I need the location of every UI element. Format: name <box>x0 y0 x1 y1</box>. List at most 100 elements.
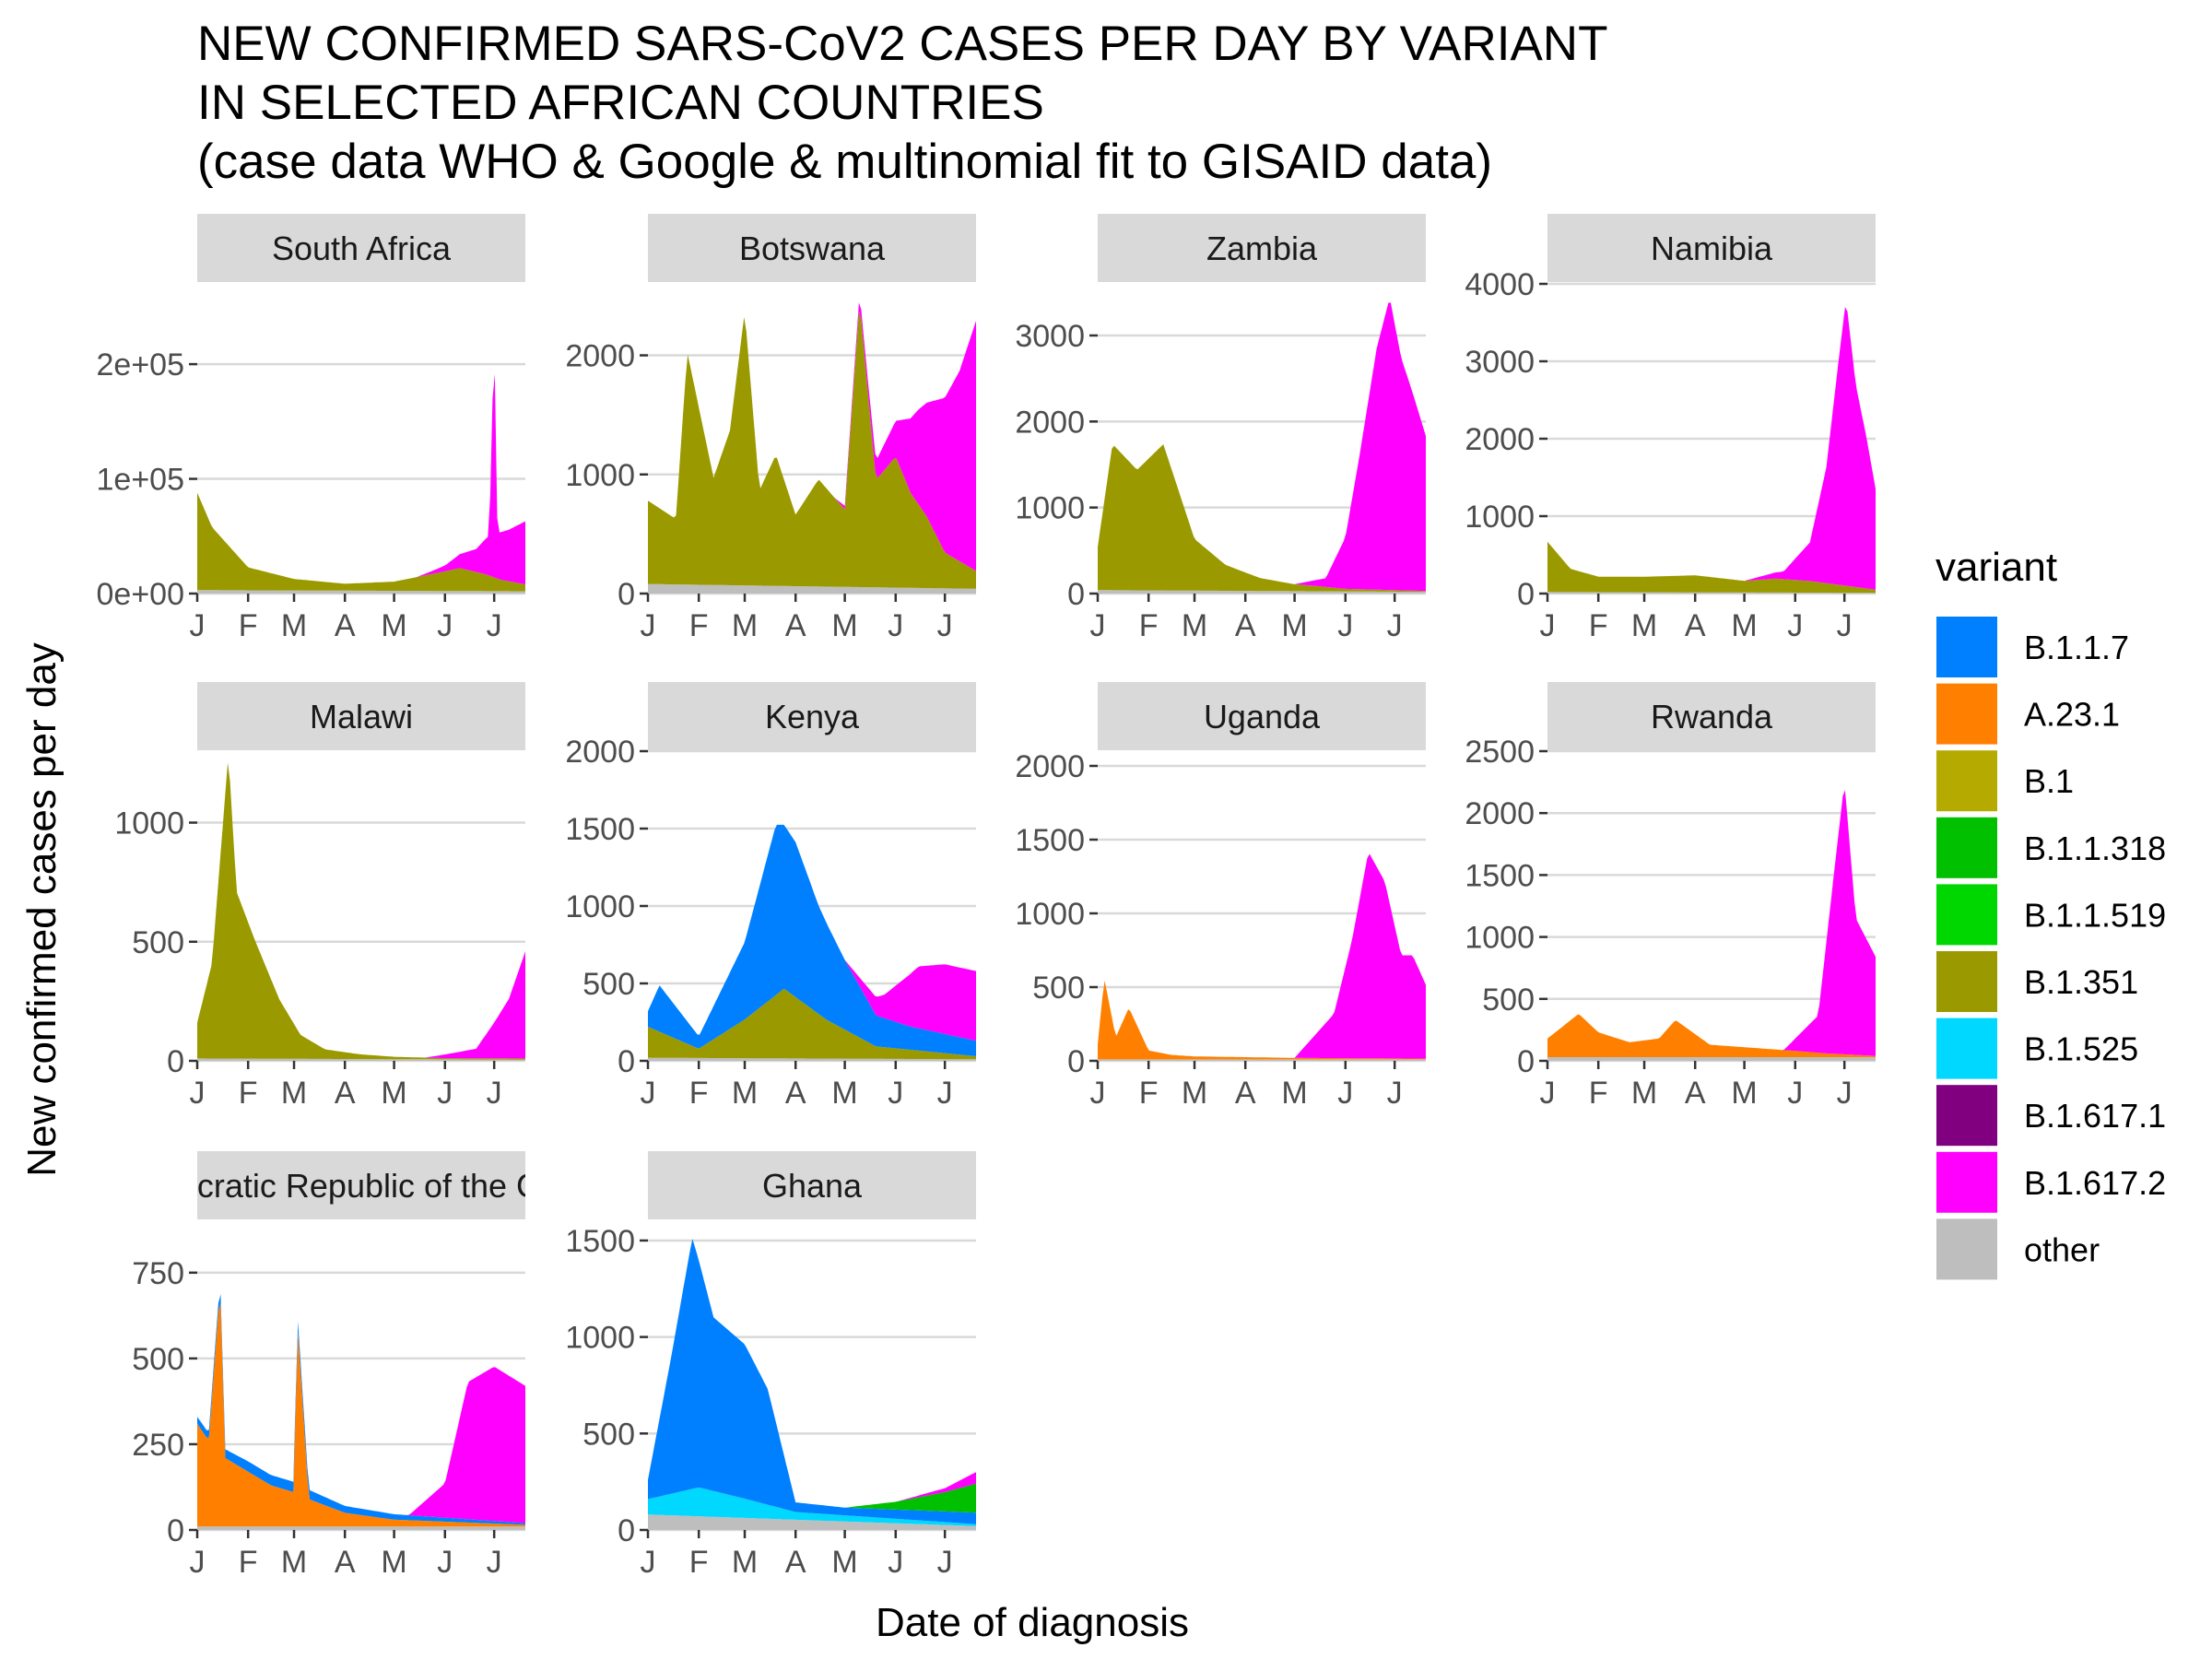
x-tick-label-south-africa-5: J <box>437 608 453 643</box>
y-tick-label-uganda-3: 1500 <box>1015 823 1085 858</box>
legend-swatch-b-1 <box>1936 750 1997 812</box>
area-namibia-b-1-351 <box>1547 541 1876 594</box>
chart-title-line-2: IN SELECTED AFRICAN COUNTRIES <box>197 76 1044 130</box>
y-tick-label-malawi-0: 0 <box>167 1044 184 1079</box>
area-ghana-other <box>648 1514 976 1530</box>
x-tick-label-south-africa-0: J <box>190 608 206 643</box>
x-tick-label-ghana-6: J <box>937 1545 953 1580</box>
x-tick-label-democratic-republic-of-the-congo-3: A <box>335 1545 356 1580</box>
area-kenya-b-1-1-7 <box>648 824 976 1056</box>
y-tick-label-rwanda-2: 1000 <box>1465 921 1535 956</box>
x-tick-label-kenya-3: A <box>785 1076 806 1111</box>
y-tick-label-zambia-3: 3000 <box>1015 319 1085 354</box>
x-tick-label-ghana-1: F <box>689 1545 709 1580</box>
x-tick-label-botswana-3: A <box>785 608 806 643</box>
y-tick-label-kenya-3: 1500 <box>565 812 635 847</box>
x-tick-label-democratic-republic-of-the-congo-2: M <box>281 1545 307 1580</box>
area-uganda-other <box>1098 1059 1426 1061</box>
area-democratic-republic-of-the-congo-other <box>197 1526 525 1530</box>
x-tick-label-zambia-4: M <box>1281 608 1307 643</box>
strip-label-uganda: Uganda <box>1204 698 1321 735</box>
area-ghana-b-1-525 <box>648 1488 976 1526</box>
areas-uganda <box>1098 853 1426 1061</box>
legend-swatch-a-23-1 <box>1936 683 1997 745</box>
areas-democratic-republic-of-the-congo <box>197 1294 525 1530</box>
strip-label-namibia: Namibia <box>1651 229 1773 267</box>
areas-kenya <box>648 824 976 1061</box>
y-tick-label-botswana-2: 2000 <box>565 339 635 374</box>
x-tick-label-uganda-2: M <box>1182 1076 1207 1111</box>
y-tick-label-kenya-0: 0 <box>618 1044 635 1079</box>
area-democratic-republic-of-the-congo-a-23-1 <box>197 1302 525 1527</box>
x-tick-label-zambia-6: J <box>1387 608 1403 643</box>
area-kenya-b-1-617-2 <box>648 824 976 1041</box>
y-tick-label-namibia-4: 4000 <box>1465 267 1535 302</box>
x-tick-label-rwanda-2: M <box>1631 1076 1657 1111</box>
area-ghana-b-1-1-7 <box>648 1239 976 1524</box>
y-tick-label-botswana-1: 1000 <box>565 458 635 493</box>
x-tick-label-botswana-1: F <box>689 608 709 643</box>
y-tick-label-kenya-2: 1000 <box>565 889 635 924</box>
strip-south-africa <box>197 214 525 282</box>
x-tick-label-malawi-6: J <box>487 1076 502 1111</box>
x-tick-label-zambia-1: F <box>1139 608 1159 643</box>
areas-rwanda <box>1547 790 1876 1061</box>
strip-namibia <box>1547 214 1876 282</box>
legend-label-b-1-1-519: B.1.1.519 <box>2024 896 2166 934</box>
x-tick-label-rwanda-4: M <box>1731 1076 1757 1111</box>
area-uganda-b-1-617-2 <box>1098 853 1426 1059</box>
strip-ghana <box>648 1151 976 1219</box>
area-uganda-a-23-1 <box>1098 981 1426 1060</box>
area-namibia-b-1-617-2 <box>1547 307 1876 590</box>
y-tick-label-south-africa-2: 2e+05 <box>97 347 185 382</box>
areas-ghana <box>648 1239 976 1530</box>
x-tick-label-kenya-5: J <box>888 1076 903 1111</box>
area-south-africa-b-1-351 <box>197 492 525 592</box>
y-tick-label-south-africa-1: 1e+05 <box>97 463 185 498</box>
x-tick-label-botswana-6: J <box>937 608 953 643</box>
x-tick-label-malawi-1: F <box>239 1076 258 1111</box>
x-tick-label-south-africa-2: M <box>281 608 307 643</box>
y-tick-label-rwanda-1: 500 <box>1482 982 1535 1018</box>
x-tick-label-ghana-0: J <box>641 1545 656 1580</box>
area-namibia-other <box>1547 592 1876 594</box>
x-tick-label-malawi-3: A <box>335 1076 356 1111</box>
x-tick-label-rwanda-0: J <box>1540 1076 1556 1111</box>
area-malawi-other <box>197 1058 525 1061</box>
y-tick-label-zambia-1: 1000 <box>1015 491 1085 526</box>
x-tick-label-botswana-0: J <box>641 608 656 643</box>
y-tick-label-kenya-4: 2000 <box>565 735 635 770</box>
legend-label-b-1-351: B.1.351 <box>2024 963 2138 1001</box>
y-tick-label-ghana-1: 500 <box>582 1417 635 1452</box>
area-malawi-b-1-351 <box>197 762 525 1060</box>
x-tick-label-ghana-5: J <box>888 1545 903 1580</box>
areas-namibia <box>1547 307 1876 594</box>
strip-label-democratic-republic-of-the-congo: Democratic Republic of the Congo <box>109 1167 614 1205</box>
x-axis-title: Date of diagnosis <box>876 1600 1189 1645</box>
legend-label-other: other <box>2024 1230 2100 1268</box>
strip-label-ghana: Ghana <box>762 1167 863 1205</box>
x-tick-label-kenya-0: J <box>641 1076 656 1111</box>
x-tick-label-namibia-2: M <box>1631 608 1657 643</box>
strip-democratic-republic-of-the-congo <box>197 1151 525 1219</box>
y-tick-label-zambia-2: 2000 <box>1015 405 1085 440</box>
x-tick-label-botswana-5: J <box>888 608 903 643</box>
area-kenya-b-1-351 <box>648 988 976 1060</box>
x-tick-label-democratic-republic-of-the-congo-1: F <box>239 1545 258 1580</box>
x-tick-label-zambia-0: J <box>1090 608 1106 643</box>
x-tick-label-uganda-4: M <box>1281 1076 1307 1111</box>
y-tick-label-namibia-1: 1000 <box>1465 500 1535 535</box>
x-tick-label-ghana-2: M <box>732 1545 758 1580</box>
area-rwanda-a-23-1 <box>1547 1014 1876 1057</box>
x-tick-label-namibia-0: J <box>1540 608 1556 643</box>
strip-rwanda <box>1547 682 1876 750</box>
legend-title: variant <box>1936 545 2057 590</box>
y-tick-label-democratic-republic-of-the-congo-1: 250 <box>132 1428 184 1463</box>
y-tick-label-zambia-0: 0 <box>1067 577 1085 612</box>
x-tick-label-south-africa-6: J <box>487 608 502 643</box>
